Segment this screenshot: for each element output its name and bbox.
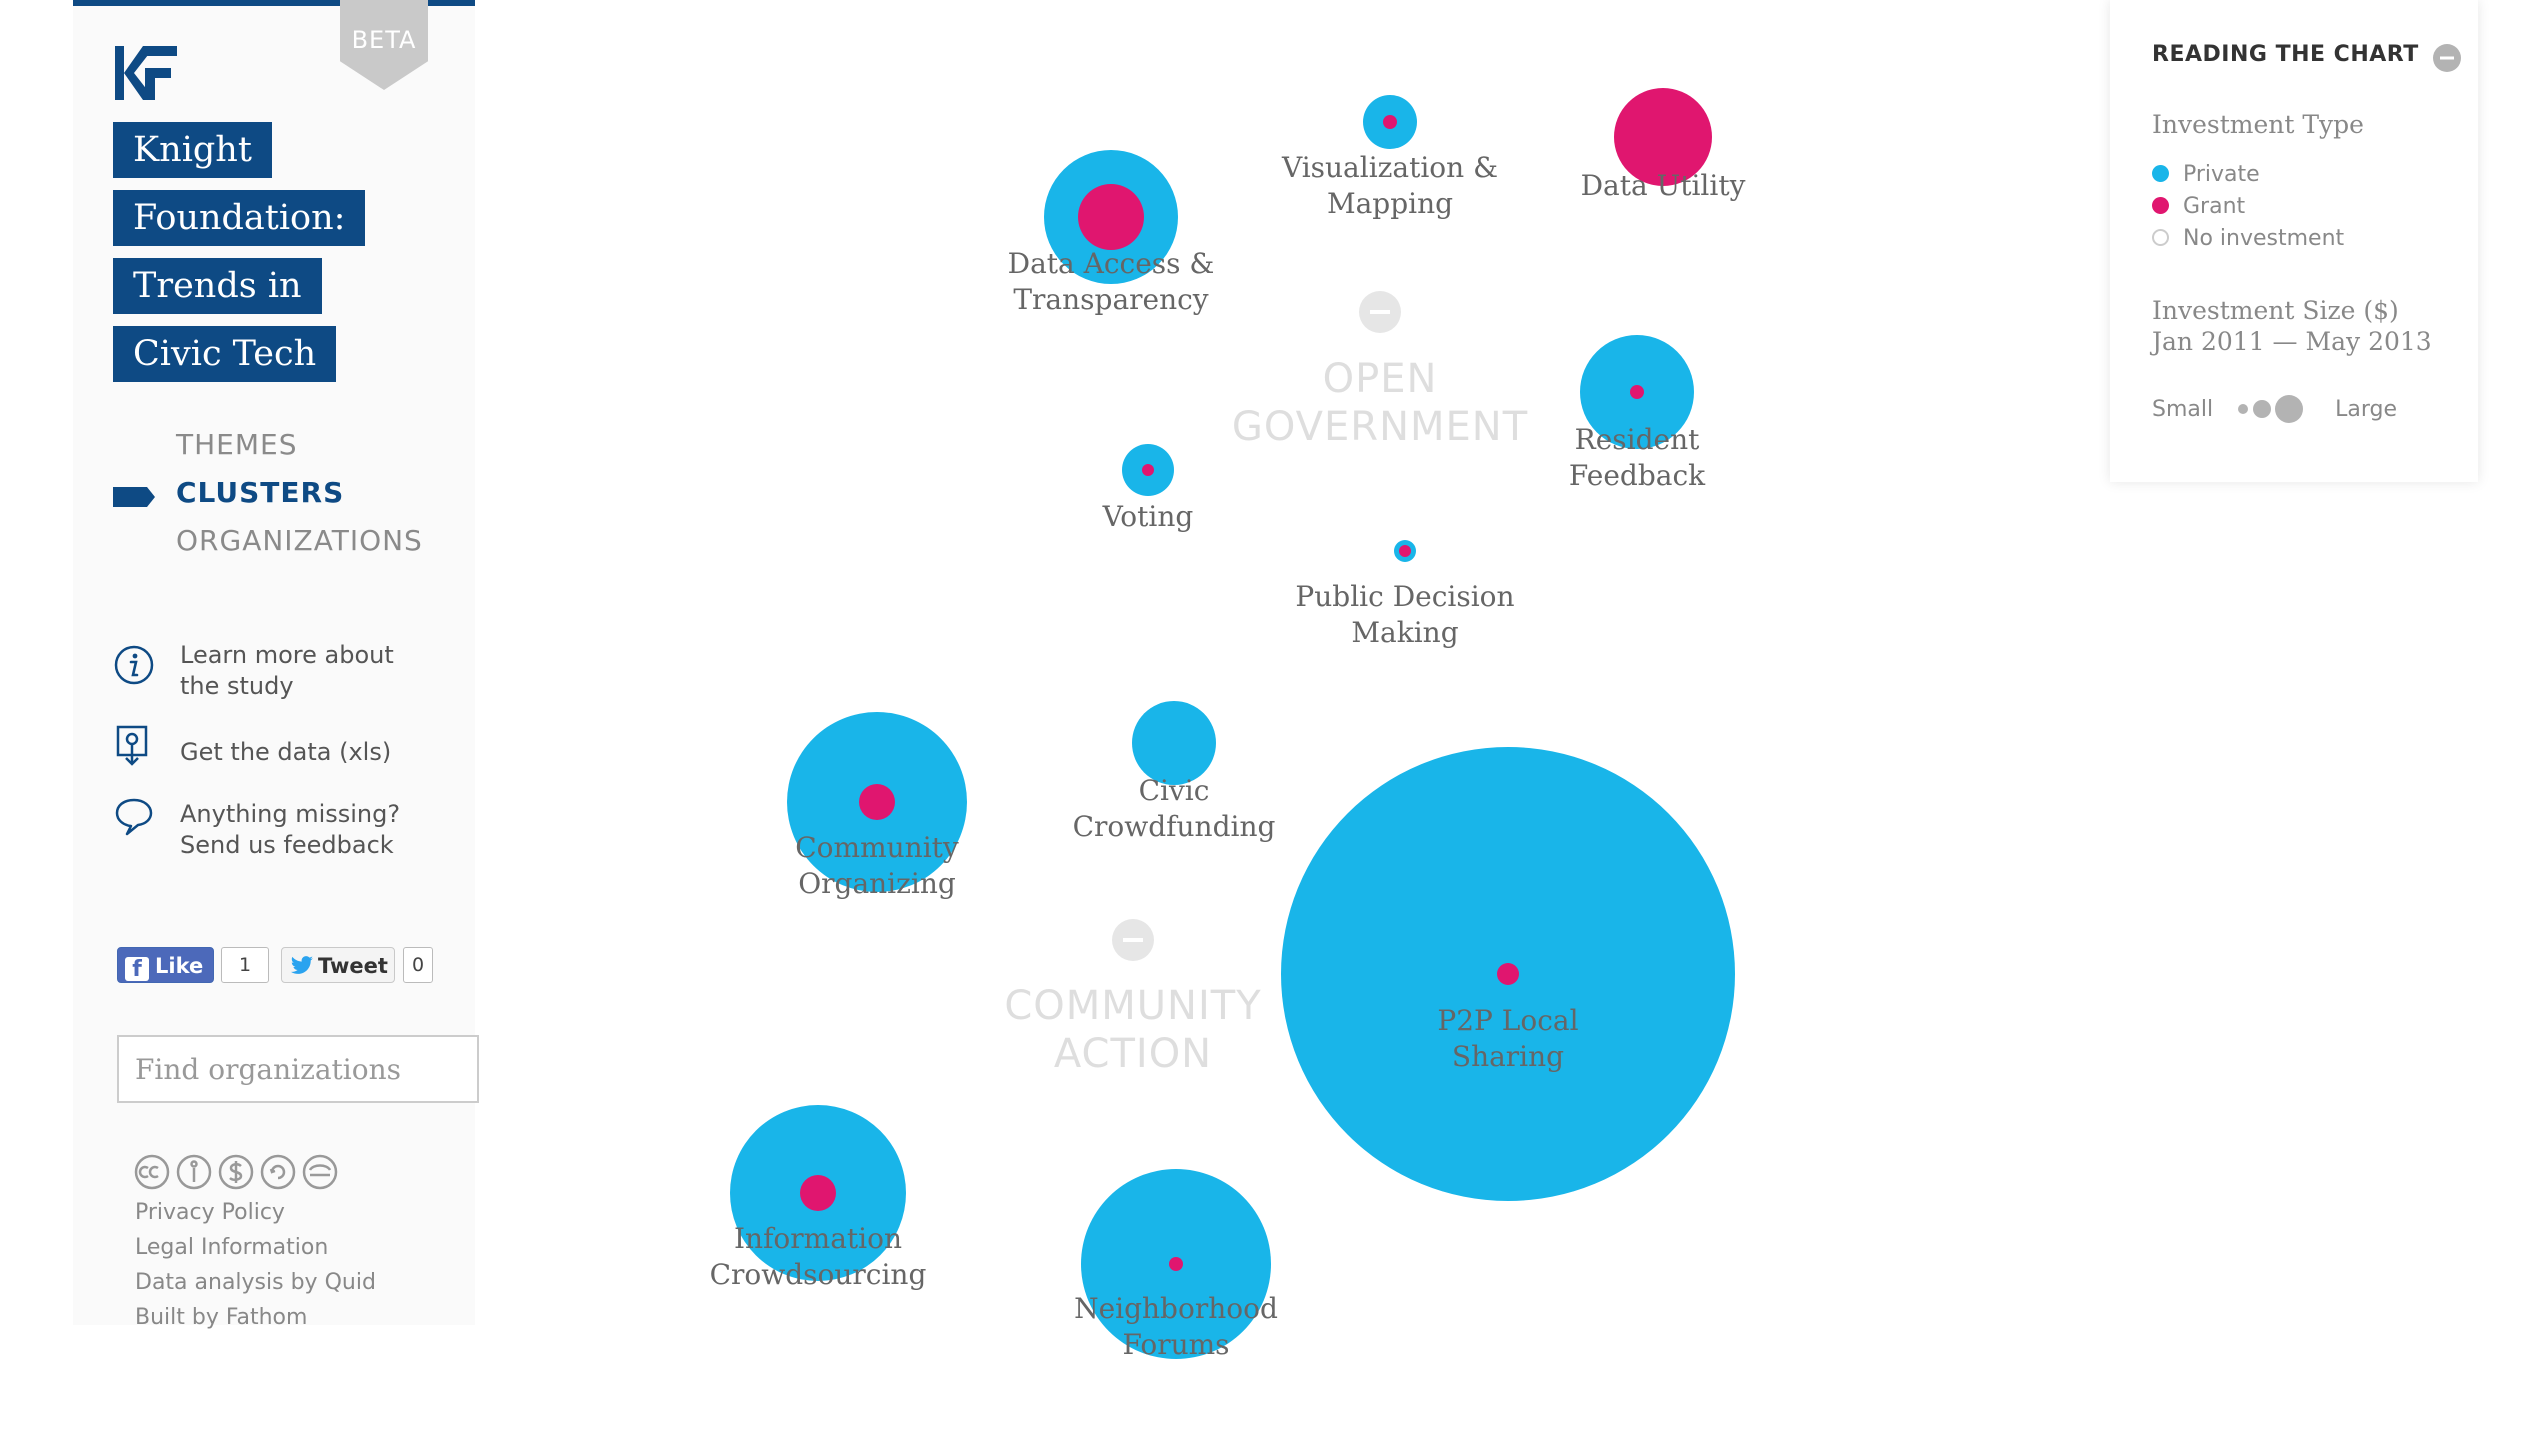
like-label: Like [155,954,204,978]
like-count: 1 [221,947,269,983]
nav-themes[interactable]: THEMES [176,428,298,461]
cluster-label-civic-crowdfunding[interactable]: Civic Crowdfunding [1073,774,1276,843]
tweet-label: Tweet [318,954,388,978]
legend-panel: READING THE CHART Investment Type Privat… [2110,0,2478,482]
creative-commons-license-icons[interactable] [133,1153,343,1191]
sidebar: BETA Knight Foundation: Trends in Civic … [73,0,479,1330]
cluster-label-data-utility[interactable]: Data Utility [1581,169,1746,202]
sidebar-top-bar [73,0,475,6]
group-label-open-government: OPEN GOVERNMENT [1232,356,1528,450]
active-nav-arrow-icon [113,487,155,507]
bubble-voting-grant[interactable] [1142,464,1154,476]
legend-no-investment-label: No investment [2183,226,2345,251]
facebook-like-button[interactable]: f Like [117,947,214,983]
tweet-button[interactable]: Tweet [281,947,395,983]
bubble-civic-crowdfunding-private[interactable] [1132,701,1216,785]
cluster-label-resident-feedback[interactable]: Resident Feedback [1569,423,1706,492]
cluster-label-voting[interactable]: Voting [1102,500,1194,533]
bubble-visualization-mapping-grant[interactable] [1383,115,1397,129]
investment-type-heading: Investment Type [2152,110,2364,139]
find-organizations-input[interactable] [117,1035,479,1103]
size-scale-circles-icon [2238,395,2304,423]
facebook-icon: f [125,957,149,982]
bubble-information-crowdsourcing-grant[interactable] [800,1175,836,1211]
title-line-2: Foundation: [113,190,366,246]
legend-item-grant: Grant [2152,194,2245,219]
collapse-legend-icon[interactable] [2432,43,2462,73]
beta-badge: BETA [340,0,428,90]
group-label-community-action: COMMUNITY ACTION [1004,983,1261,1077]
cluster-label-public-decision-making[interactable]: Public Decision Making [1295,580,1514,649]
size-large-label: Large [2335,397,2398,422]
bubble-p2p-local-sharing-grant[interactable] [1497,963,1519,985]
learn-more-link[interactable]: Learn more about the study [180,641,394,700]
cluster-label-p2p-local-sharing[interactable]: P2P Local Sharing [1437,1004,1578,1073]
cluster-label-data-access-transparency[interactable]: Data Access & Transparency [1008,247,1215,316]
legend-private-label: Private [2183,162,2260,187]
cluster-label-visualization-mapping[interactable]: Visualization & Mapping [1281,151,1498,220]
investment-size-heading: Investment Size ($) [2152,296,2399,325]
title-line-4: Civic Tech [113,326,337,382]
nav-organizations[interactable]: ORGANIZATIONS [176,524,423,557]
legend-item-private: Private [2152,162,2260,187]
title-line-3: Trends in [113,258,322,314]
no-investment-dot-icon [2152,229,2169,246]
grant-dot-icon [2152,197,2169,214]
legal-information-link[interactable]: Legal Information [135,1235,329,1260]
quid-credit-link[interactable]: Data analysis by Quid [135,1270,376,1295]
get-data-link[interactable]: Get the data (xls) [180,738,392,766]
collapse-group-open-government-icon[interactable] [1359,291,1401,333]
legend-item-no-investment: No investment [2152,226,2344,251]
collapse-group-community-action-icon[interactable] [1112,919,1154,961]
fathom-credit-link[interactable]: Built by Fathom [135,1305,308,1330]
private-dot-icon [2152,165,2169,182]
bubble-data-utility-grant[interactable] [1614,88,1712,186]
cluster-label-community-organizing[interactable]: Community Organizing [795,831,959,900]
bubble-resident-feedback-grant[interactable] [1630,385,1644,399]
size-scale: Small Large [2152,394,2397,424]
tweet-count: 0 [403,947,433,983]
info-icon[interactable] [113,644,155,686]
size-small-label: Small [2152,397,2214,422]
feedback-link[interactable]: Anything missing? Send us feedback [180,800,401,859]
legend-title: READING THE CHART [2152,42,2419,67]
bubble-public-decision-making-grant[interactable] [1399,545,1411,557]
investment-size-date-range: Jan 2011 — May 2013 [2152,327,2432,356]
knight-foundation-logo[interactable] [115,46,177,100]
cluster-label-neighborhood-forums[interactable]: Neighborhood Forums [1074,1292,1278,1361]
twitter-bird-icon [291,956,313,974]
title-line-1: Knight [113,122,272,178]
bubble-neighborhood-forums-grant[interactable] [1169,1257,1183,1271]
privacy-policy-link[interactable]: Privacy Policy [135,1200,285,1225]
bubble-community-organizing-grant[interactable] [859,784,895,820]
speech-bubble-icon[interactable] [113,796,155,838]
legend-grant-label: Grant [2183,194,2246,219]
download-data-icon[interactable] [113,724,155,766]
cluster-label-information-crowdsourcing[interactable]: Information Crowdsourcing [710,1222,927,1291]
bubble-data-access-transparency-grant[interactable] [1078,184,1144,250]
nav-clusters[interactable]: CLUSTERS [176,476,345,509]
